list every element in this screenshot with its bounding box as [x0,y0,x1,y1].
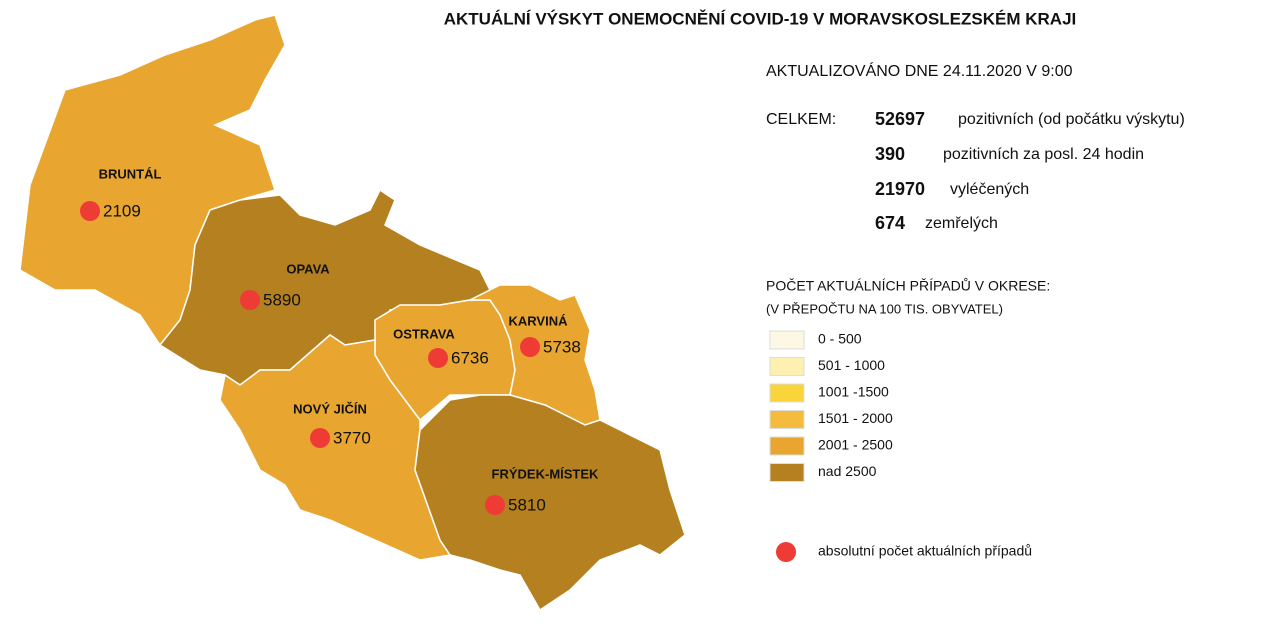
map [19,14,686,612]
legend-subtitle: (V PŘEPOČTU NA 100 TIS. OBYVATEL) [766,301,1003,316]
total-value: 674 [875,213,905,233]
title: AKTUÁLNÍ VÝSKYT ONEMOCNĚNÍ COVID-19 V MO… [444,9,1077,28]
case-marker [485,495,505,515]
legend-label: 501 - 1000 [818,357,885,373]
updated: AKTUALIZOVÁNO DNE 24.11.2020 V 9:00 [766,61,1073,80]
total-text: pozitivních (od počátku výskytu) [958,111,1185,128]
district-cases: 2109 [103,201,141,220]
total-text: vyléčených [950,181,1029,198]
case-marker [310,428,330,448]
total-text: pozitivních za posl. 24 hodin [943,146,1144,163]
case-marker [240,290,260,310]
district-cases: 5810 [508,495,546,514]
district-name: OSTRAVA [393,326,455,341]
district-cases: 5890 [263,290,301,309]
legend-swatch [769,330,805,350]
legend-marker [776,542,796,562]
district-name: OPAVA [286,261,330,276]
legend-swatch [769,436,805,456]
district-name: FRÝDEK-MÍSTEK [492,466,600,481]
total-text: zemřelých [925,215,998,232]
legend-marker-label: absolutní počet aktuálních případů [818,543,1032,559]
total-value: 390 [875,144,905,164]
district-name: BRUNTÁL [99,166,162,181]
total-value: 21970 [875,179,925,199]
district-name: KARVINÁ [509,313,569,328]
district-cases: 6736 [451,348,489,367]
legend-label: 1001 -1500 [818,384,889,400]
case-marker [80,201,100,221]
district-cases: 5738 [543,337,581,356]
legend-label: 2001 - 2500 [818,437,893,453]
legend-swatch [769,463,805,482]
legend-label: 1501 - 2000 [818,410,893,426]
case-marker [428,348,448,368]
totals-label: CELKEM: [766,111,836,128]
district-cases: 3770 [333,428,371,447]
total-value: 52697 [875,109,925,129]
district-name: NOVÝ JIČÍN [293,401,367,416]
legend-label: 0 - 500 [818,331,862,347]
legend-swatch [769,357,805,376]
legend-label: nad 2500 [818,463,877,479]
legend-title: POČET AKTUÁLNÍCH PŘÍPADŮ V OKRESE: [766,277,1050,294]
case-marker [520,337,540,357]
legend-swatch [769,410,805,429]
district-area [19,14,286,347]
district-area [414,394,686,612]
legend-swatch [769,383,805,403]
